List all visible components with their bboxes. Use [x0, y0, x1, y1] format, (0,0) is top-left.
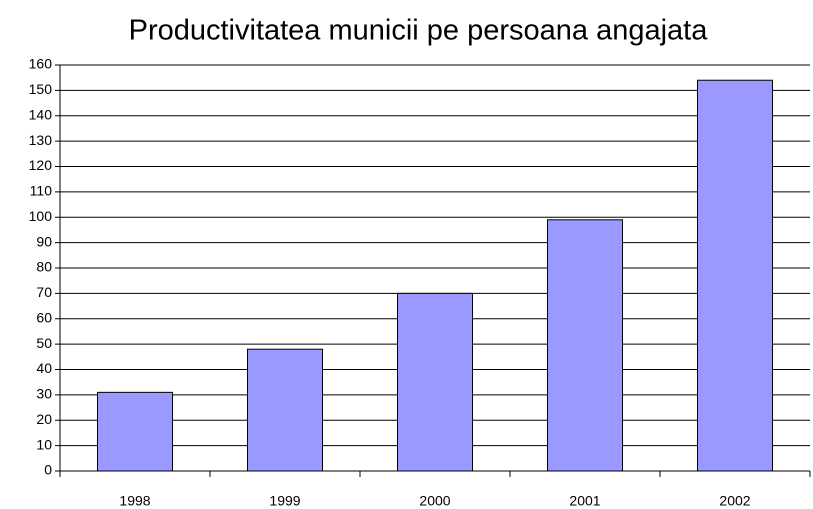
y-tick-label: 150 — [29, 81, 53, 97]
bar — [697, 79, 773, 472]
y-tick-label: 70 — [36, 284, 52, 300]
y-tick-label: 10 — [36, 436, 52, 452]
y-tick-label: 130 — [29, 132, 53, 148]
y-tick-label: 110 — [30, 183, 53, 199]
y-tick-label: 120 — [29, 157, 53, 173]
bar — [97, 391, 173, 472]
y-tick-label: 60 — [36, 309, 52, 325]
x-tick-label: 1999 — [269, 493, 300, 509]
y-tick-label: 0 — [44, 462, 52, 478]
y-tick-label: 40 — [36, 360, 52, 376]
bar — [397, 292, 473, 472]
x-tick-label: 2001 — [569, 493, 600, 509]
y-tick-label: 50 — [36, 335, 52, 351]
y-tick-label: 90 — [36, 233, 52, 249]
y-tick-label: 30 — [36, 386, 52, 402]
x-tick-label: 2002 — [719, 493, 750, 509]
bar — [247, 348, 323, 472]
y-tick-label: 100 — [29, 208, 53, 224]
y-tick-label: 160 — [29, 56, 53, 72]
y-tick-label: 140 — [29, 106, 53, 122]
y-tick-label: 20 — [36, 411, 52, 427]
x-tick-label: 1998 — [119, 493, 150, 509]
chart-title: Productivitatea municii pe persoana anga… — [129, 15, 709, 47]
y-tick-label: 80 — [36, 259, 52, 275]
bar — [547, 219, 623, 472]
x-tick-label: 2000 — [419, 493, 450, 509]
